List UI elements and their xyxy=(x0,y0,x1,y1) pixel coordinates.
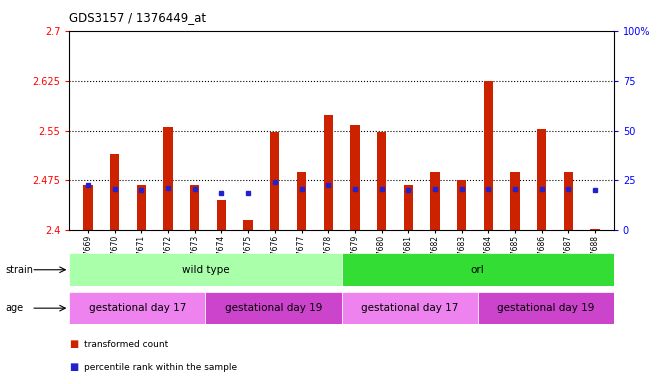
Bar xyxy=(164,127,173,230)
Text: ■: ■ xyxy=(69,339,79,349)
Bar xyxy=(510,172,519,230)
Text: strain: strain xyxy=(5,265,33,275)
Bar xyxy=(190,185,199,230)
Bar xyxy=(377,132,386,230)
Bar xyxy=(69,292,205,324)
Bar xyxy=(404,185,413,230)
Bar xyxy=(430,172,440,230)
Bar xyxy=(537,129,546,230)
Bar xyxy=(591,229,600,230)
Bar xyxy=(69,253,342,286)
Bar xyxy=(457,180,467,230)
Bar xyxy=(564,172,573,230)
Bar xyxy=(244,220,253,230)
Text: gestational day 19: gestational day 19 xyxy=(497,303,595,313)
Bar xyxy=(83,185,92,230)
Bar xyxy=(205,292,342,324)
Bar xyxy=(270,132,279,230)
Bar xyxy=(297,172,306,230)
Text: wild type: wild type xyxy=(182,265,229,275)
Bar xyxy=(216,200,226,230)
Text: gestational day 17: gestational day 17 xyxy=(88,303,186,313)
Bar xyxy=(350,125,360,230)
Text: ■: ■ xyxy=(69,362,79,372)
Text: gestational day 17: gestational day 17 xyxy=(361,303,458,313)
Bar xyxy=(342,253,614,286)
Text: gestational day 19: gestational day 19 xyxy=(225,303,322,313)
Text: orl: orl xyxy=(471,265,484,275)
Text: transformed count: transformed count xyxy=(84,341,168,349)
Text: GDS3157 / 1376449_at: GDS3157 / 1376449_at xyxy=(69,12,207,25)
Text: percentile rank within the sample: percentile rank within the sample xyxy=(84,364,237,372)
Bar xyxy=(323,115,333,230)
Bar xyxy=(137,185,146,230)
Bar xyxy=(478,292,614,324)
Bar xyxy=(484,81,493,230)
Text: age: age xyxy=(5,303,23,313)
Bar xyxy=(342,292,478,324)
Bar xyxy=(110,154,119,230)
